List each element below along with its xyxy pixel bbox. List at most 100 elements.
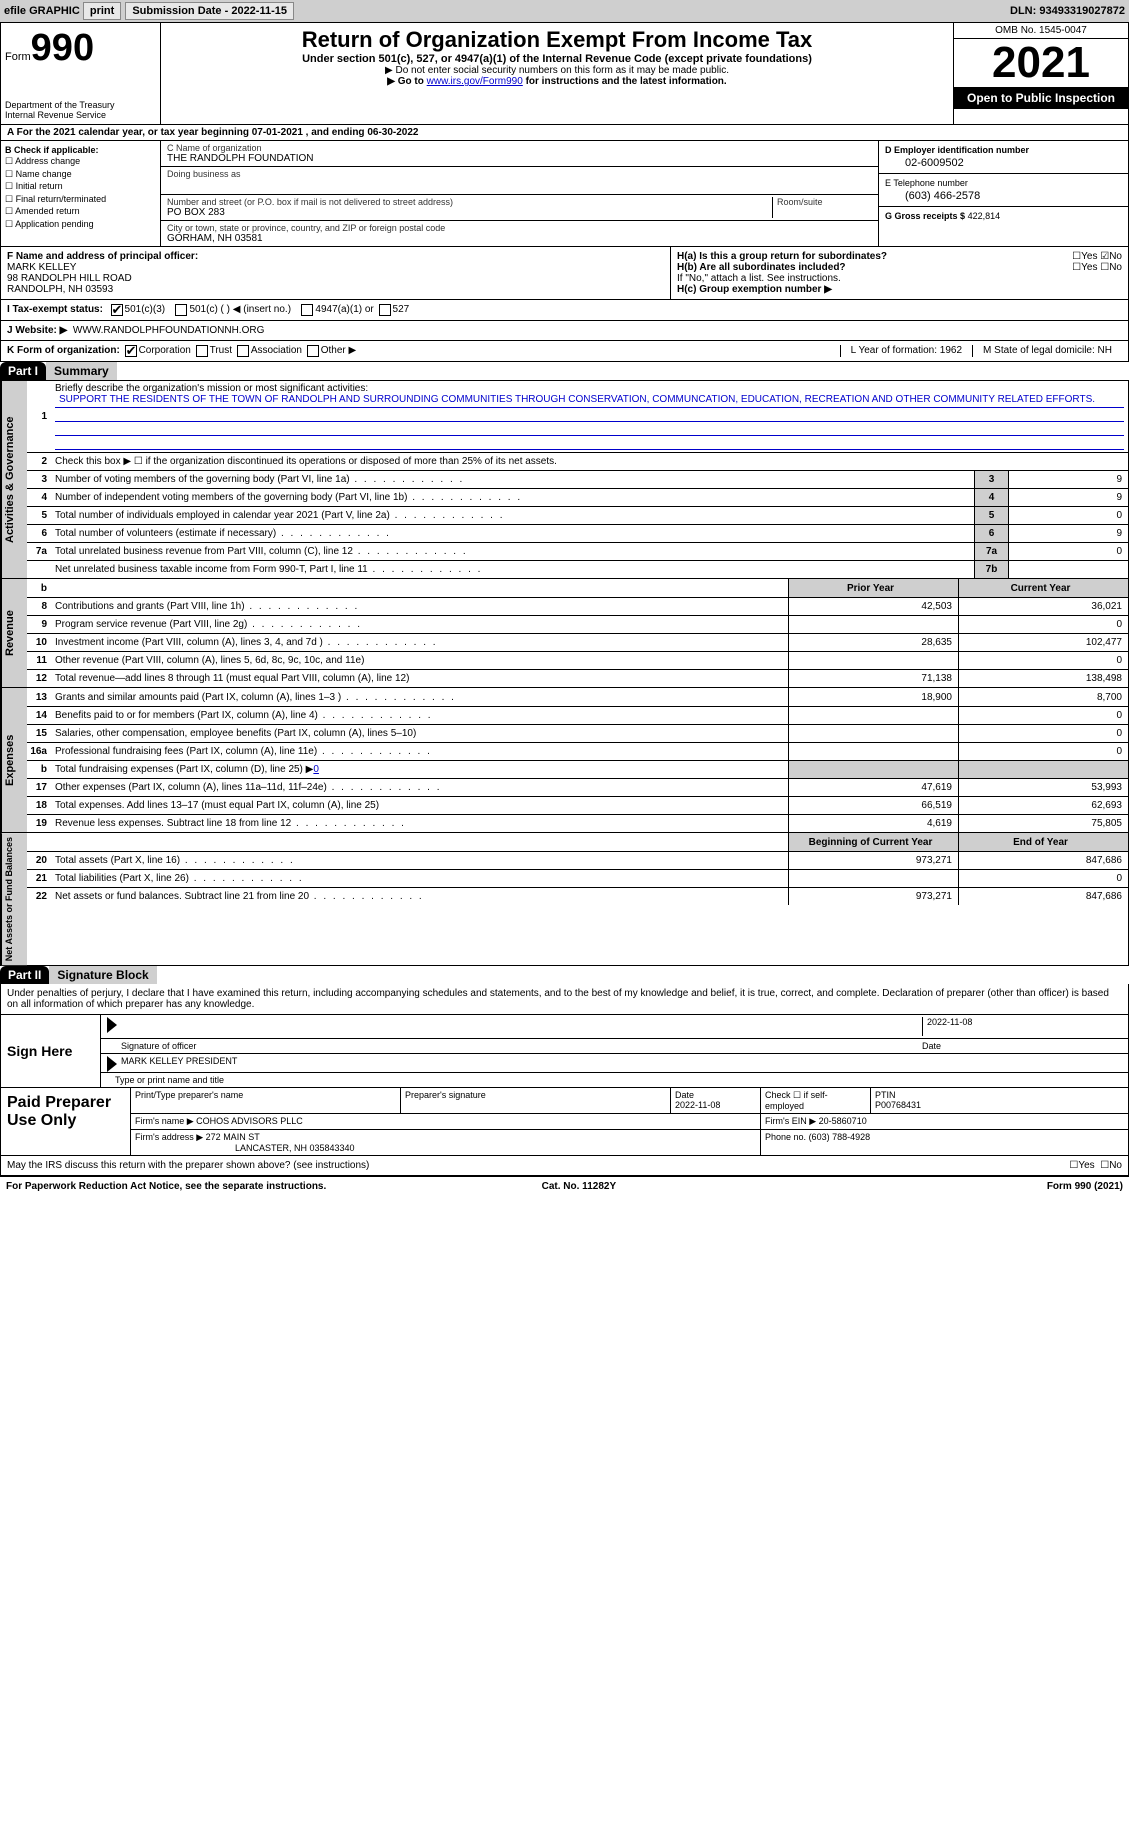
prep-date-label: Date: [675, 1090, 694, 1100]
firm-name: COHOS ADVISORS PLLC: [196, 1116, 303, 1126]
chk-501c3[interactable]: [111, 304, 123, 316]
l9-prior: [788, 616, 958, 633]
ptin-value: P00768431: [875, 1100, 921, 1110]
l5-text: Total number of individuals employed in …: [55, 510, 390, 521]
side-expenses: Expenses: [1, 688, 27, 832]
website-value: WWW.RANDOLPHFOUNDATIONNH.ORG: [73, 325, 264, 336]
l8-prior: 42,503: [788, 598, 958, 615]
chk-assoc[interactable]: [237, 345, 249, 357]
l16b-prior: [788, 761, 958, 778]
l7b-text: Net unrelated business taxable income fr…: [55, 564, 368, 575]
current-year-header: Current Year: [958, 579, 1128, 597]
dept-label: Department of the Treasury Internal Reve…: [5, 100, 156, 120]
l21-prior: [788, 870, 958, 887]
l14-text: Benefits paid to or for members (Part IX…: [55, 710, 318, 721]
irs-link[interactable]: www.irs.gov/Form990: [427, 76, 523, 87]
chk-name-change[interactable]: Name change: [5, 168, 156, 181]
l17-text: Other expenses (Part IX, column (A), lin…: [55, 782, 327, 793]
form-number: 990: [31, 27, 94, 69]
discuss-question: May the IRS discuss this return with the…: [7, 1160, 369, 1171]
goto-post: for instructions and the latest informat…: [523, 76, 727, 87]
chk-4947[interactable]: [301, 304, 313, 316]
form-note2: ▶ Go to www.irs.gov/Form990 for instruct…: [169, 76, 945, 87]
l7a-value: 0: [1008, 543, 1128, 560]
print-button[interactable]: print: [83, 2, 121, 20]
chk-527[interactable]: [379, 304, 391, 316]
opt-527: 527: [393, 304, 410, 316]
l19-current: 75,805: [958, 815, 1128, 832]
ein-value: 02-6009502: [885, 157, 1122, 169]
section-c: C Name of organizationTHE RANDOLPH FOUND…: [161, 141, 878, 246]
b-label: B Check if applicable:: [5, 145, 99, 155]
firm-ein-label: Firm's EIN ▶: [765, 1116, 816, 1126]
l17-current: 53,993: [958, 779, 1128, 796]
chk-other[interactable]: [307, 345, 319, 357]
chk-amended[interactable]: Amended return: [5, 205, 156, 218]
l11-prior: [788, 652, 958, 669]
part2-header-row: Part IISignature Block: [0, 966, 1129, 984]
block-b-c-d: B Check if applicable: Address change Na…: [0, 141, 1129, 247]
form-label: Form: [5, 51, 31, 63]
k-label: K Form of organization:: [7, 345, 120, 357]
l22-text: Net assets or fund balances. Subtract li…: [55, 891, 309, 902]
officer-name-title: MARK KELLEY PRESIDENT: [121, 1056, 237, 1070]
chk-501c[interactable]: [175, 304, 187, 316]
l16a-current: 0: [958, 743, 1128, 760]
chk-final-return[interactable]: Final return/terminated: [5, 193, 156, 206]
header-left: Form990 Department of the Treasury Inter…: [1, 23, 161, 124]
hb-yes: Yes: [1081, 262, 1097, 273]
l22-prior: 973,271: [788, 888, 958, 905]
form-title: Return of Organization Exempt From Incom…: [169, 27, 945, 53]
dba-label: Doing business as: [167, 169, 241, 179]
l12-text: Total revenue—add lines 8 through 11 (mu…: [55, 673, 409, 684]
section-f: F Name and address of principal officer:…: [1, 247, 671, 299]
l20-text: Total assets (Part X, line 16): [55, 855, 180, 866]
l15-text: Salaries, other compensation, employee b…: [55, 728, 416, 739]
chk-trust[interactable]: [196, 345, 208, 357]
firm-city: LANCASTER, NH 035843340: [135, 1143, 355, 1153]
l10-current: 102,477: [958, 634, 1128, 651]
declaration-text: Under penalties of perjury, I declare th…: [1, 984, 1128, 1014]
l19-prior: 4,619: [788, 815, 958, 832]
ha-label: H(a) Is this a group return for subordin…: [677, 251, 887, 262]
l13-text: Grants and similar amounts paid (Part IX…: [55, 692, 341, 703]
side-revenue: Revenue: [1, 579, 27, 687]
org-name: THE RANDOLPH FOUNDATION: [167, 153, 314, 164]
city-value: GORHAM, NH 03581: [167, 233, 263, 244]
part1-title: Summary: [46, 362, 117, 380]
section-j: J Website: ▶ WWW.RANDOLPHFOUNDATIONNH.OR…: [0, 321, 1129, 341]
l2-text: Check this box ▶ ☐ if the organization d…: [51, 454, 1128, 469]
prep-sig-label: Preparer's signature: [401, 1088, 671, 1113]
hb-label: H(b) Are all subordinates included?: [677, 262, 846, 273]
l12-current: 138,498: [958, 670, 1128, 687]
l21-text: Total liabilities (Part X, line 26): [55, 873, 189, 884]
l21-current: 0: [958, 870, 1128, 887]
l17-prior: 47,619: [788, 779, 958, 796]
calendar-year-line: A For the 2021 calendar year, or tax yea…: [0, 125, 1129, 141]
ha-no: No: [1109, 251, 1122, 262]
firm-phone: (603) 788-4928: [809, 1132, 871, 1142]
l3-value: 9: [1008, 471, 1128, 488]
l7b-value: [1008, 561, 1128, 578]
l15-prior: [788, 725, 958, 742]
firm-addr-label: Firm's address ▶: [135, 1132, 203, 1142]
chk-address-change[interactable]: Address change: [5, 155, 156, 168]
l6-value: 9: [1008, 525, 1128, 542]
l10-text: Investment income (Part VIII, column (A)…: [55, 637, 323, 648]
l1-label: Briefly describe the organization's miss…: [55, 383, 368, 394]
goto-pre: ▶ Go to: [387, 76, 426, 87]
section-b: B Check if applicable: Address change Na…: [1, 141, 161, 246]
l16b-text: Total fundraising expenses (Part IX, col…: [55, 764, 313, 775]
chk-app-pending[interactable]: Application pending: [5, 218, 156, 231]
chk-initial-return[interactable]: Initial return: [5, 180, 156, 193]
opt-trust: Trust: [210, 345, 232, 357]
addr-value: PO BOX 283: [167, 207, 225, 218]
l22-current: 847,686: [958, 888, 1128, 905]
hc-label: H(c) Group exemption number ▶: [677, 284, 832, 295]
firm-name-label: Firm's name ▶: [135, 1116, 194, 1126]
l18-text: Total expenses. Add lines 13–17 (must eq…: [55, 800, 379, 811]
l11-text: Other revenue (Part VIII, column (A), li…: [55, 655, 364, 666]
l13-current: 8,700: [958, 688, 1128, 706]
chk-corp[interactable]: [125, 345, 137, 357]
part2-header: Part II: [0, 966, 49, 984]
